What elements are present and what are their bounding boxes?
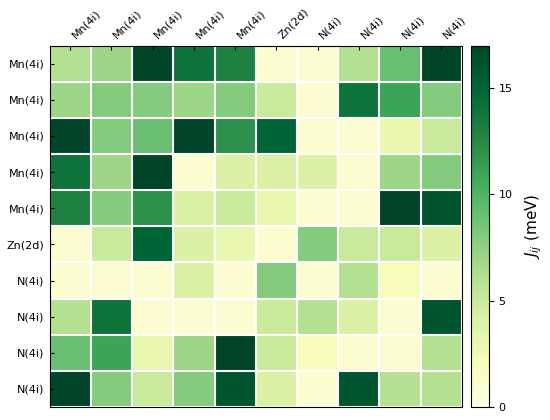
Y-axis label: $J_{ij}$ (meV): $J_{ij}$ (meV) bbox=[524, 194, 544, 259]
